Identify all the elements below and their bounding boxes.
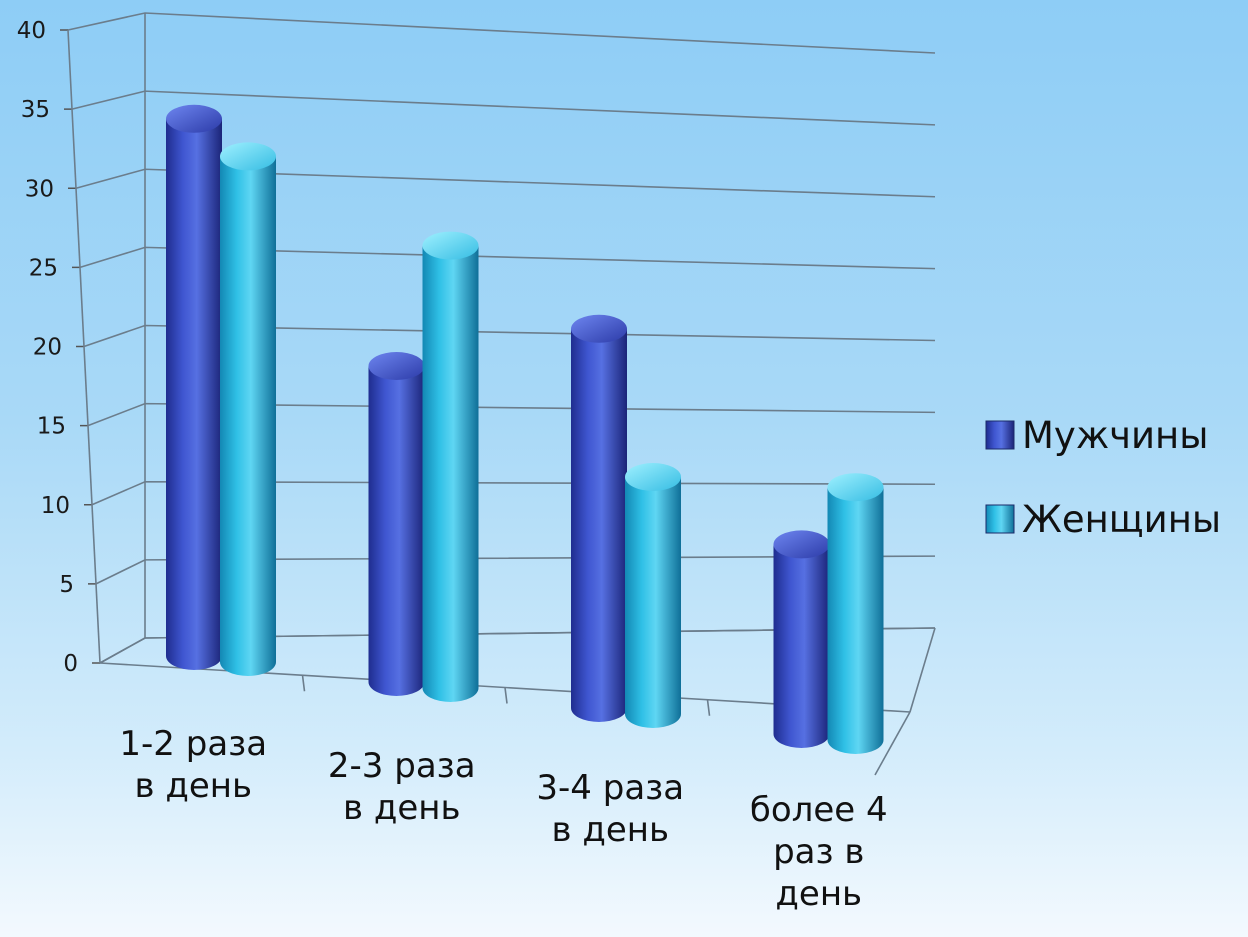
bar-body: [220, 156, 276, 676]
y-tick-label: 5: [59, 572, 74, 598]
y-tick-label: 10: [41, 493, 70, 519]
bar: [220, 142, 276, 676]
x-axis-category-labels: 1-2 раза в день 2-3 раза в день 3-4 раза в де…: [119, 724, 887, 914]
bar: [773, 530, 830, 748]
bars: [166, 104, 884, 754]
x-category-label: более 4 раз в день: [750, 790, 888, 914]
bar: [422, 231, 479, 703]
legend: Мужчины Женщины: [985, 414, 1221, 541]
bar: [827, 473, 884, 754]
bar-body: [625, 477, 681, 728]
bar-body: [422, 245, 479, 703]
bar-top: [571, 314, 627, 343]
legend-label: Мужчины: [1022, 414, 1208, 457]
bar: [625, 463, 681, 728]
y-tick-label: 15: [37, 414, 66, 440]
bar: [368, 352, 425, 696]
x-tick-mark: [706, 699, 711, 716]
bar-body: [773, 544, 830, 748]
axis-line: [909, 627, 936, 713]
bar-body: [571, 328, 627, 722]
y-tick-label: 20: [33, 335, 62, 361]
axis-line: [99, 637, 146, 664]
legend-swatch: [985, 504, 1015, 534]
y-tick-label: 40: [17, 18, 46, 44]
y-tick-label: 35: [21, 97, 50, 123]
x-category-label: 3-4 раза в день: [536, 768, 684, 850]
bar-top: [220, 142, 276, 171]
axis-line: [874, 711, 911, 776]
bar-top: [166, 104, 222, 133]
bar: [166, 104, 222, 671]
x-tick-mark: [301, 675, 306, 692]
y-tick-label: 25: [29, 255, 58, 281]
bar-body: [827, 487, 884, 754]
y-axis-tick-labels: 0 5 10 15 20 25 30 35 40: [17, 18, 78, 677]
bar-top: [773, 530, 830, 559]
x-category-label: 2-3 раза в день: [328, 746, 476, 828]
bar-top: [422, 231, 479, 260]
bar-top: [625, 463, 681, 491]
x-category-label: 1-2 раза в день: [119, 724, 267, 806]
bar-body: [368, 366, 425, 696]
bar-top: [827, 473, 884, 502]
y-tick-label: 30: [25, 176, 54, 202]
axis-line: [67, 29, 101, 664]
bar: [571, 314, 627, 722]
bar-body: [166, 118, 222, 671]
legend-swatch: [985, 420, 1015, 450]
gridline: [67, 12, 936, 54]
legend-label: Женщины: [1022, 498, 1221, 541]
x-tick-mark: [504, 687, 508, 704]
bar-top: [368, 352, 425, 380]
y-tick-label: 0: [63, 651, 78, 677]
